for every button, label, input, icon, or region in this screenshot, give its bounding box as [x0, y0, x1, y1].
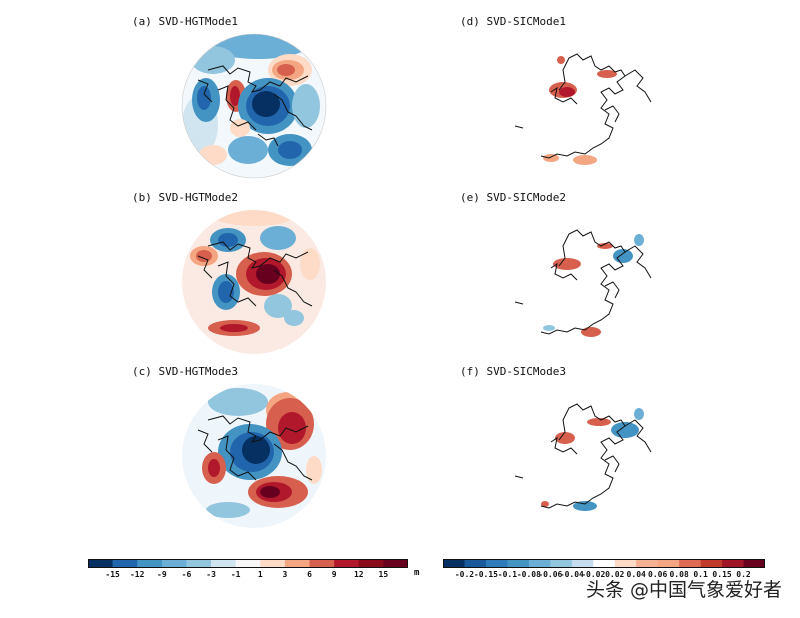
hgt-colorbar-swatch	[309, 559, 335, 568]
hgt-colorbar-swatch	[383, 559, 408, 568]
sic-colorbar-swatches	[443, 559, 765, 568]
sic-colorbar-tick-label: -0.1	[497, 570, 518, 579]
sic-colorbar-swatch	[679, 559, 701, 568]
hgt-colorbar-outline	[88, 559, 408, 568]
sic-colorbar-tick-label: -0.04	[559, 570, 584, 579]
sic-colorbar-tick-label: 0.06	[648, 570, 668, 579]
hgt-mode3-map	[182, 384, 326, 528]
hgt-colorbar-tick-label: 1	[257, 570, 263, 579]
hgt-colorbar-unit: m	[414, 568, 420, 578]
hgt-colorbar-swatch	[112, 559, 138, 568]
hgt-colorbar-swatches	[88, 559, 408, 568]
sic-mode3-map	[514, 403, 652, 511]
sic-colorbar-tick-label: 0.15	[712, 570, 732, 579]
hgt-colorbar-tick-label: 15	[378, 570, 389, 579]
hgt-colorbar-tick-label: -12	[129, 570, 145, 579]
sic-colorbar-swatch	[571, 559, 594, 568]
watermark-text: 头条 @中国气象爱好者	[585, 579, 782, 601]
hgt-colorbar-tick-label: 3	[282, 570, 288, 579]
sic-colorbar: -0.2 -0.15 -0.1 -0.08 -0.06 -0.04 -0.02 0.02 0.0…	[443, 559, 765, 589]
sic-colorbar-swatch	[443, 559, 465, 568]
sic-colorbar-swatch	[700, 559, 723, 568]
hgt-colorbar: -15 -12 -9 -6 -3 -1 1 3 6 9 12 15	[88, 559, 408, 589]
hgt-colorbar-swatch	[284, 559, 310, 568]
sic-colorbar-tick-label: -0.02	[581, 570, 606, 579]
sic-colorbar-tick-label: 0.2	[736, 570, 751, 579]
hgt-colorbar-swatch	[358, 559, 384, 568]
sic-colorbar-swatch	[636, 559, 658, 568]
sic-colorbar-tick-label: -0.08	[516, 570, 541, 579]
sic-colorbar-tick-label: 0.04	[626, 570, 646, 579]
hgt-colorbar-tick-label: -6	[181, 570, 192, 579]
sic-colorbar-swatch	[593, 559, 616, 568]
panel-title-b: (b) SVD-HGTMode2	[132, 191, 238, 204]
hgt-colorbar-swatch	[235, 559, 261, 568]
sic-colorbar-swatch	[722, 559, 744, 568]
sic-colorbar-swatch	[614, 559, 637, 568]
panel-title-a: (a) SVD-HGTMode1	[132, 15, 238, 28]
sic-mode1-map	[514, 53, 652, 165]
panel-title-d: (d) SVD-SICMode1	[460, 15, 566, 28]
hgt-colorbar-tick-label: 6	[307, 570, 312, 579]
sic-mode2-map	[514, 229, 652, 337]
hgt-colorbar-tick-label: -1	[230, 570, 241, 579]
sic-colorbar-swatch	[464, 559, 487, 568]
sic-colorbar-swatch	[550, 559, 573, 568]
hgt-colorbar-swatch	[260, 559, 286, 568]
panel-title-c: (c) SVD-HGTMode3	[132, 365, 238, 378]
hgt-mode1-map	[181, 33, 327, 179]
hgt-colorbar-tick-label: -9	[157, 570, 167, 579]
sic-colorbar-ticks: -0.2 -0.15 -0.1 -0.08 -0.06 -0.04 -0.02 0.02 0.0…	[443, 570, 765, 582]
sic-colorbar-outline	[443, 559, 765, 568]
sic-colorbar-swatch	[528, 559, 551, 568]
hgt-mode2-map	[182, 210, 326, 354]
hgt-colorbar-swatch	[137, 559, 163, 568]
sic-colorbar-swatch	[485, 559, 508, 568]
sic-colorbar-tick-label: -0.06	[538, 570, 563, 579]
hgt-colorbar-swatch	[161, 559, 187, 568]
panel-title-e: (e) SVD-SICMode2	[460, 191, 566, 204]
hgt-colorbar-tick-label: 12	[353, 570, 364, 579]
hgt-colorbar-ticks: -15 -12 -9 -6 -3 -1 1 3 6 9 12 15	[88, 570, 408, 582]
hgt-colorbar-tick-label: -15	[105, 570, 120, 579]
sic-colorbar-swatch	[743, 559, 765, 568]
sic-colorbar-tick-label: -0.2	[454, 570, 475, 579]
sic-colorbar-swatch	[657, 559, 680, 568]
hgt-colorbar-swatch	[186, 559, 212, 568]
hgt-colorbar-swatch	[334, 559, 360, 568]
hgt-colorbar-swatch	[88, 559, 113, 568]
hgt-colorbar-tick-label: -3	[206, 570, 216, 579]
hgt-colorbar-tick-label: 9	[331, 570, 337, 579]
sic-colorbar-swatch	[507, 559, 530, 568]
sic-colorbar-tick-label: -0.15	[473, 570, 498, 579]
sic-colorbar-tick-label: 0.02	[605, 570, 625, 579]
sic-colorbar-tick-label: 0.1	[693, 570, 708, 579]
panel-title-f: (f) SVD-SICMode3	[460, 365, 566, 378]
hgt-colorbar-swatch	[211, 559, 236, 568]
sic-colorbar-tick-label: 0.08	[669, 570, 689, 579]
